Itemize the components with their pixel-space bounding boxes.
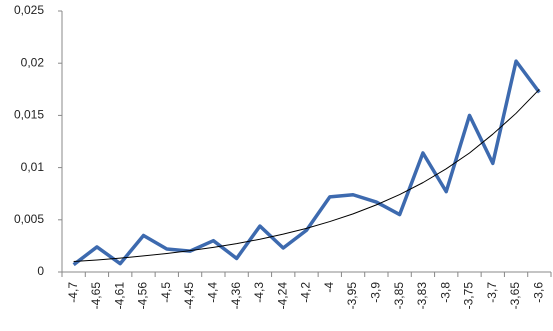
y-tick-label: 0,02 (21, 55, 45, 69)
x-tick-label: -3,6 (532, 282, 546, 303)
y-tick-label: 0,025 (14, 3, 44, 17)
x-tick-label: -4,65 (89, 282, 103, 310)
x-tick-label: -3,83 (415, 282, 429, 310)
x-tick-label: -4,36 (229, 282, 243, 310)
x-tick-label: -3,9 (369, 282, 383, 303)
y-tick-label: 0,005 (14, 212, 44, 226)
y-tick-label: 0,01 (21, 160, 45, 174)
x-tick-label: -4,45 (182, 282, 196, 310)
x-tick-label: -3,65 (508, 282, 522, 310)
x-tick-label: -4,5 (159, 282, 173, 303)
x-tick-label: -4,4 (206, 282, 220, 303)
data-line (72, 59, 541, 267)
x-tick-label: -4,61 (112, 282, 126, 310)
trend-line (73, 88, 540, 263)
y-tick-label: 0 (37, 264, 44, 278)
y-tick-label: 0,015 (14, 108, 44, 122)
x-tick-label: -4,2 (299, 282, 313, 303)
x-tick-label: -3,85 (392, 282, 406, 310)
x-tick-label: -4 (322, 282, 336, 293)
x-tick-label: -4,56 (136, 282, 150, 310)
x-tick-label: -4,3 (252, 282, 266, 303)
x-tick-label: -4,7 (66, 282, 80, 303)
x-tick-label: -4,24 (275, 282, 289, 310)
x-tick-label: -3,95 (345, 282, 359, 310)
x-tick-label: -3,75 (462, 282, 476, 310)
x-tick-label: -3,8 (438, 282, 452, 303)
x-tick-label: -3,7 (485, 282, 499, 303)
